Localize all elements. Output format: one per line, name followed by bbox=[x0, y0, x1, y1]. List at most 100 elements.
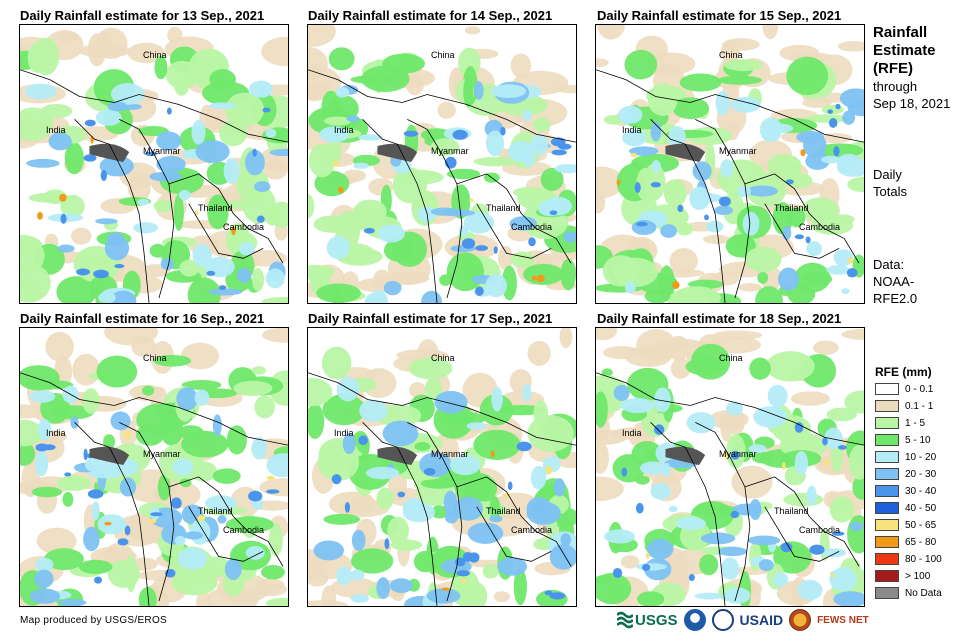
legend-label: 50 - 65 bbox=[905, 519, 937, 531]
usgs-text: USGS bbox=[635, 611, 678, 629]
label-india: India bbox=[334, 428, 354, 438]
label-cambodia: Cambodia bbox=[223, 525, 265, 535]
legend-item: 80 - 100 bbox=[875, 552, 942, 566]
legend-label: 80 - 100 bbox=[905, 553, 942, 565]
label-china: China bbox=[431, 50, 455, 60]
panel-title-4: Daily Rainfall estimate for 16 Sep., 202… bbox=[20, 311, 265, 326]
label-cambodia: Cambodia bbox=[799, 222, 841, 232]
side-through: through bbox=[873, 79, 918, 94]
side-daily: Daily bbox=[873, 167, 902, 182]
fewsnet-globe-icon bbox=[789, 609, 812, 631]
label-thailand: Thailand bbox=[486, 203, 521, 213]
side-totals: Totals bbox=[873, 184, 907, 199]
label-china: China bbox=[143, 50, 167, 60]
legend-label: 10 - 20 bbox=[905, 451, 937, 463]
legend-swatch bbox=[875, 468, 899, 480]
label-myanmar: Myanmar bbox=[719, 449, 757, 459]
legend-item: > 100 bbox=[875, 569, 930, 583]
rainfall-field bbox=[308, 25, 576, 303]
legend-swatch bbox=[875, 451, 899, 463]
legend-label: 40 - 50 bbox=[905, 502, 937, 514]
label-thailand: Thailand bbox=[774, 506, 809, 516]
rainfall-field bbox=[20, 328, 288, 606]
usgs-logo: USGS bbox=[617, 611, 678, 629]
legend-label: 65 - 80 bbox=[905, 536, 937, 548]
label-china: China bbox=[143, 353, 167, 363]
legend-swatch bbox=[875, 519, 899, 531]
legend-label: 1 - 5 bbox=[905, 417, 926, 429]
legend-swatch bbox=[875, 553, 899, 565]
side-title-line1: Rainfall bbox=[873, 24, 928, 41]
legend-label: 30 - 40 bbox=[905, 485, 937, 497]
panel-title-2: Daily Rainfall estimate for 14 Sep., 202… bbox=[308, 8, 553, 23]
legend-swatch bbox=[875, 383, 899, 395]
rainfall-map-14-sep: China India Myanmar Thailand Cambodia bbox=[307, 24, 577, 304]
legend-item: 0.1 - 1 bbox=[875, 399, 933, 413]
legend-label: > 100 bbox=[905, 570, 931, 582]
legend-label: 0.1 - 1 bbox=[905, 400, 934, 412]
label-myanmar: Myanmar bbox=[143, 146, 181, 156]
map-credit: Map produced by USGS/EROS bbox=[20, 615, 168, 626]
legend-swatch bbox=[875, 400, 899, 412]
panel-title-3: Daily Rainfall estimate for 15 Sep., 202… bbox=[597, 8, 842, 23]
side-daily-totals: Daily Totals bbox=[873, 166, 907, 200]
label-india: India bbox=[46, 428, 66, 438]
legend-label: No Data bbox=[905, 587, 942, 599]
side-source-line2: RFE2.0 bbox=[873, 291, 918, 306]
legend-label: 5 - 10 bbox=[905, 434, 931, 446]
rainfall-map-18-sep: China India Myanmar Thailand Cambodia bbox=[595, 327, 865, 607]
side-title-line2: Estimate bbox=[873, 42, 936, 59]
legend-item: 1 - 5 bbox=[875, 416, 925, 430]
legend-item: 50 - 65 bbox=[875, 518, 936, 532]
panel-title-6: Daily Rainfall estimate for 18 Sep., 202… bbox=[597, 311, 842, 326]
legend-title: RFE (mm) bbox=[875, 365, 932, 379]
usaid-seal-icon bbox=[711, 609, 734, 631]
legend-item: 20 - 30 bbox=[875, 467, 936, 481]
label-myanmar: Myanmar bbox=[431, 449, 469, 459]
legend-swatch bbox=[875, 587, 899, 599]
legend-item: 5 - 10 bbox=[875, 433, 931, 447]
legend-item: 40 - 50 bbox=[875, 501, 936, 515]
label-myanmar: Myanmar bbox=[143, 449, 181, 459]
label-myanmar: Myanmar bbox=[431, 146, 469, 156]
legend-swatch bbox=[875, 570, 899, 582]
legend-item: 65 - 80 bbox=[875, 535, 936, 549]
side-data-label: Data: bbox=[873, 257, 905, 272]
legend-item: 30 - 40 bbox=[875, 484, 936, 498]
label-thailand: Thailand bbox=[774, 203, 809, 213]
label-thailand: Thailand bbox=[198, 506, 233, 516]
side-source-line1: NOAA- bbox=[873, 274, 915, 289]
noaa-logo-icon bbox=[683, 609, 706, 631]
legend-item: No Data bbox=[875, 586, 942, 600]
label-china: China bbox=[719, 50, 743, 60]
legend-item: 0 - 0.1 bbox=[875, 382, 933, 396]
side-date: Sep 18, 2021 bbox=[873, 96, 951, 111]
label-thailand: Thailand bbox=[486, 506, 521, 516]
legend-swatch bbox=[875, 502, 899, 514]
rainfall-field bbox=[596, 25, 864, 303]
rainfall-map-15-sep: China India Myanmar Thailand Cambodia bbox=[595, 24, 865, 304]
logo-strip: USGS USAID FEWS NET bbox=[617, 607, 869, 633]
label-china: China bbox=[719, 353, 743, 363]
panel-title-5: Daily Rainfall estimate for 17 Sep., 202… bbox=[308, 311, 553, 326]
side-title-line3: (RFE) bbox=[873, 60, 913, 77]
label-cambodia: Cambodia bbox=[511, 525, 553, 535]
rainfall-field bbox=[596, 328, 864, 606]
rainfall-map-16-sep: China India Myanmar Thailand Cambodia bbox=[19, 327, 289, 607]
panel-title-1: Daily Rainfall estimate for 13 Sep., 202… bbox=[20, 8, 265, 23]
label-myanmar: Myanmar bbox=[719, 146, 757, 156]
label-cambodia: Cambodia bbox=[799, 525, 841, 535]
rainfall-field bbox=[308, 328, 576, 606]
label-india: India bbox=[622, 125, 642, 135]
side-info: Rainfall Estimate (RFE) through Sep 18, … bbox=[873, 24, 950, 112]
rainfall-field bbox=[20, 26, 288, 303]
legend-swatch bbox=[875, 434, 899, 446]
legend-label: 0 - 0.1 bbox=[905, 383, 934, 395]
label-cambodia: Cambodia bbox=[223, 222, 265, 232]
legend-swatch bbox=[875, 485, 899, 497]
legend-label: 20 - 30 bbox=[905, 468, 937, 480]
side-data-source: Data: NOAA- RFE2.0 bbox=[873, 256, 917, 307]
rainfall-map-13-sep: China India Myanmar Thailand Cambodia bbox=[19, 24, 289, 304]
legend-swatch bbox=[875, 417, 899, 429]
label-thailand: Thailand bbox=[198, 203, 233, 213]
